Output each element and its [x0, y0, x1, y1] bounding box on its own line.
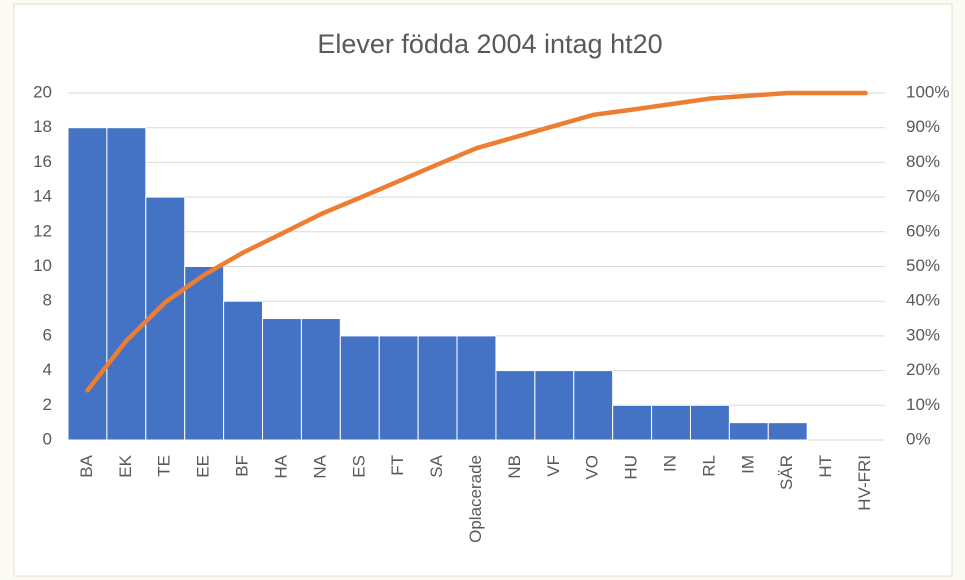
bar: [184, 266, 225, 441]
x-tick-label: IM: [738, 455, 757, 474]
y-tick-label: 6: [43, 325, 52, 344]
bar: [223, 300, 264, 441]
x-tick-label: BA: [77, 454, 96, 477]
y2-tick-label: 100%: [906, 82, 949, 101]
cumulative-line: [85, 90, 868, 393]
x-tick-label: HA: [271, 454, 290, 478]
bar: [378, 335, 419, 441]
y-tick-label: 0: [43, 429, 52, 448]
x-tick-label: NB: [505, 455, 524, 479]
bar: [534, 370, 575, 441]
y-tick-label: 18: [33, 117, 52, 136]
y2-tick-label: 10%: [906, 395, 940, 414]
bar: [573, 370, 614, 441]
y-tick-label: 2: [43, 395, 52, 414]
y2-tick-label: 60%: [906, 221, 940, 240]
x-tick-label: EE: [194, 455, 213, 478]
x-tick-label: Oplacerade: [466, 455, 485, 543]
bar: [767, 422, 808, 441]
y2-tick-label: 70%: [906, 187, 940, 206]
y2-tick-label: 40%: [906, 291, 940, 310]
x-tick-label: VO: [583, 455, 602, 480]
x-tick-label: SA: [427, 454, 446, 477]
bar: [417, 335, 458, 441]
y2-tick-label: 0%: [906, 429, 931, 448]
bar: [300, 318, 341, 441]
y-tick-label: 14: [33, 187, 52, 206]
x-tick-label: HV-FRI: [855, 455, 874, 511]
x-tick-label: HU: [622, 455, 641, 480]
x-tick-label: HT: [816, 455, 835, 478]
bar: [495, 370, 536, 441]
y-tick-label: 4: [43, 360, 52, 379]
x-tick-label: FT: [388, 455, 407, 476]
y-tick-label: 12: [33, 221, 52, 240]
x-tick-label: ES: [349, 455, 368, 478]
x-tick-label: TE: [155, 455, 174, 477]
bar: [262, 318, 302, 441]
bar: [456, 335, 497, 441]
bar: [728, 422, 769, 441]
chart-title: Elever födda 2004 intag ht20: [317, 29, 662, 59]
x-tick-label: VF: [544, 455, 563, 477]
x-tick-label: EK: [116, 454, 135, 477]
x-tick-label: IN: [661, 455, 680, 472]
y-tick-label: 20: [33, 82, 52, 101]
bar: [106, 127, 147, 441]
bar: [67, 127, 108, 441]
x-tick-label: SÄR: [777, 455, 796, 490]
y-tick-label: 8: [43, 291, 52, 310]
y2-tick-label: 80%: [906, 152, 940, 171]
x-tick-label: RL: [699, 455, 718, 477]
y2-tick-label: 20%: [906, 360, 940, 379]
y2-tick-label: 50%: [906, 256, 940, 275]
x-tick-label: NA: [310, 454, 329, 478]
y2-tick-label: 90%: [906, 117, 940, 136]
bar: [145, 196, 186, 441]
bar: [651, 404, 691, 441]
y-tick-label: 10: [33, 256, 52, 275]
bar: [339, 335, 380, 441]
y-tick-label: 16: [33, 152, 52, 171]
bar: [689, 404, 730, 441]
x-tick-label: BF: [233, 455, 252, 477]
bar: [612, 404, 653, 441]
y2-tick-label: 30%: [906, 325, 940, 344]
